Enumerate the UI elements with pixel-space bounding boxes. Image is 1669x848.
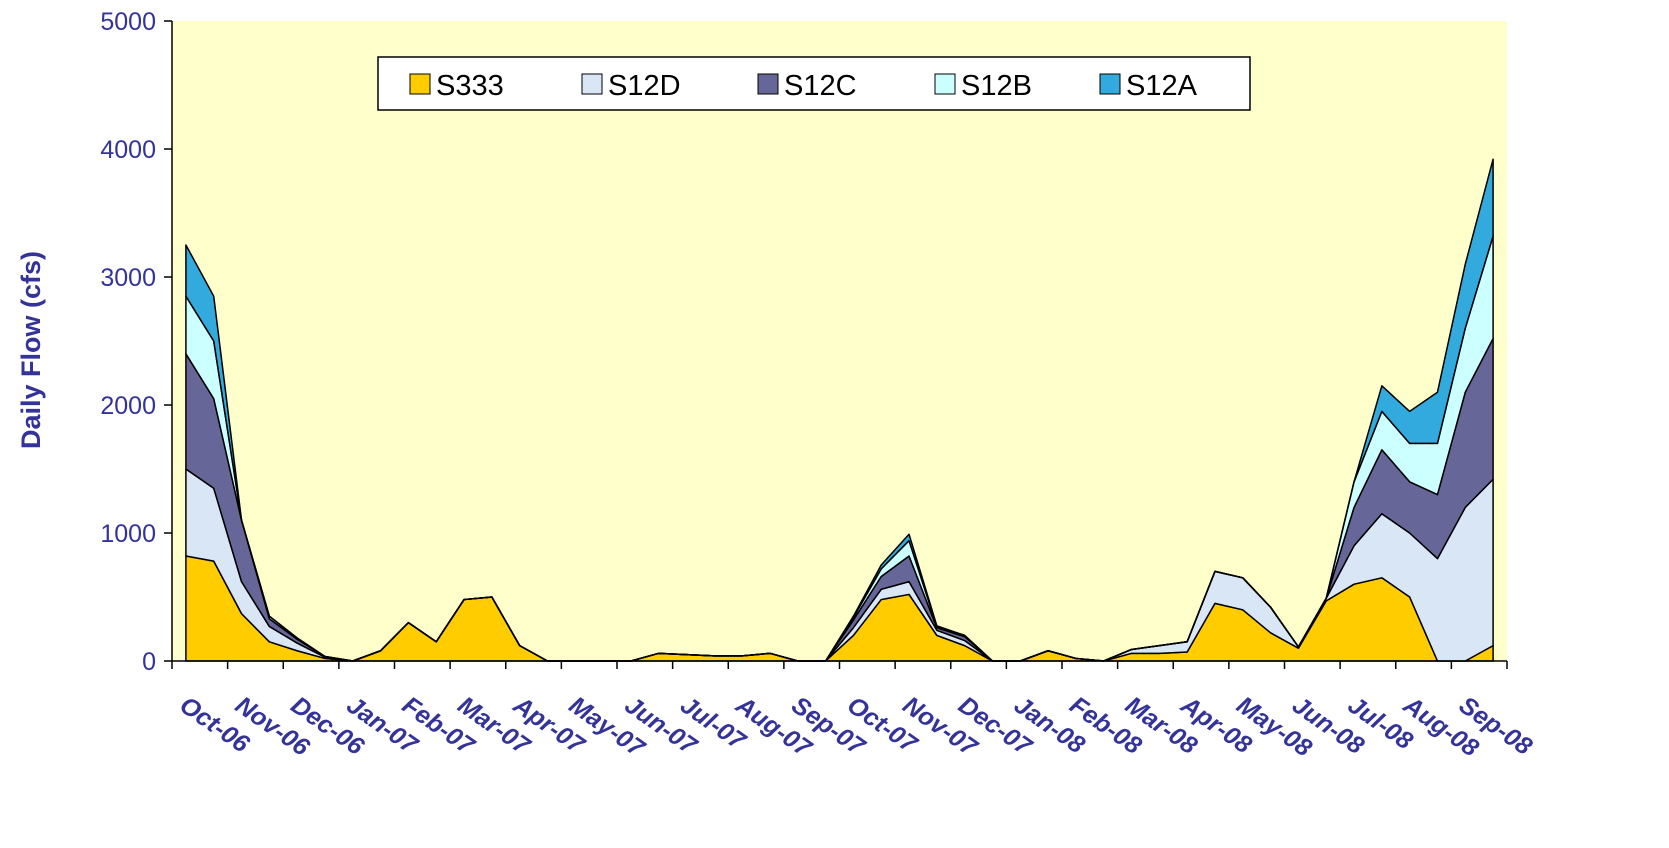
y-tick-label: 2000 [100, 392, 156, 420]
y-tick-label: 0 [142, 648, 156, 676]
y-tick-label: 4000 [100, 136, 156, 164]
legend-label: S12C [784, 70, 857, 102]
y-tick-label: 1000 [100, 520, 156, 548]
legend-swatch [581, 73, 603, 95]
y-tick-label: 5000 [100, 8, 156, 36]
legend-label: S12D [608, 70, 681, 102]
plot-area [172, 21, 1507, 661]
legend-swatch [1099, 73, 1121, 95]
legend-swatch [409, 73, 431, 95]
legend-swatch [757, 73, 779, 95]
y-tick-label: 3000 [100, 264, 156, 292]
y-axis-label: Daily Flow (cfs) [16, 251, 46, 449]
legend-label: S12A [1126, 70, 1198, 102]
legend-label: S333 [436, 70, 504, 102]
legend-swatch [934, 73, 956, 95]
legend-label: S12B [961, 70, 1032, 102]
